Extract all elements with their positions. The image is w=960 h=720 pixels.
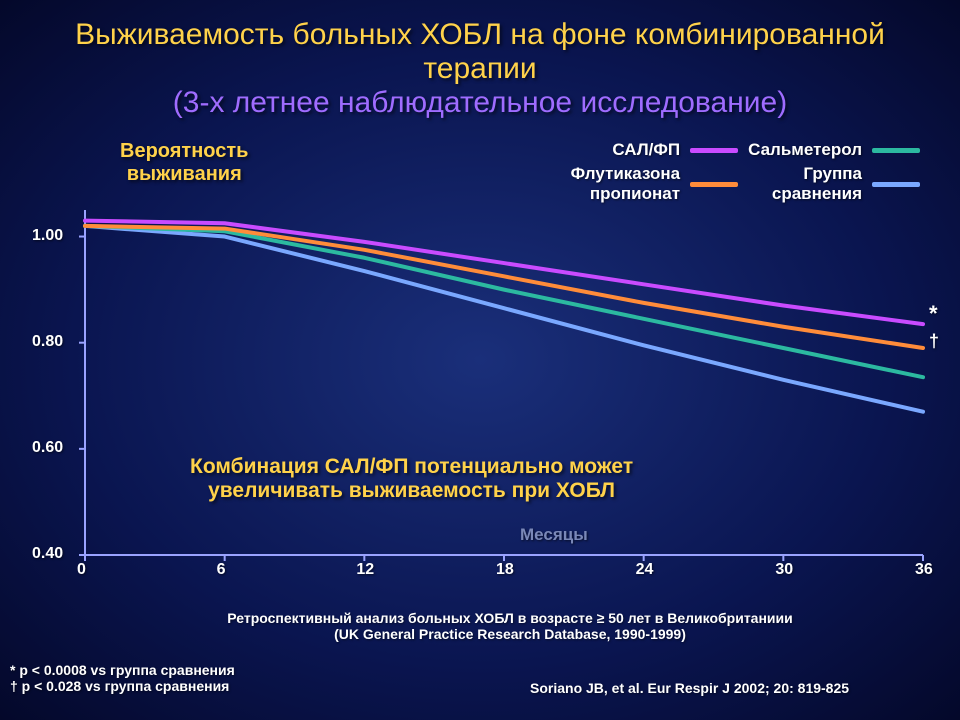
significance-mark: †: [929, 331, 939, 352]
x-tick-label: 24: [636, 561, 654, 579]
footnote-sig-line1: * p < 0.0008 vs группа сравнения: [10, 662, 235, 678]
legend-label: Группасравнения: [748, 164, 862, 204]
footnote-significance: * p < 0.0008 vs группа сравнения † p < 0…: [10, 662, 235, 694]
significance-mark: *: [929, 301, 938, 327]
y-tick-label: 0.40: [32, 545, 63, 563]
legend-label: Флутиказонапропионат: [571, 164, 680, 204]
y-axis-title-line2: выживания: [120, 163, 248, 186]
slide-title: Выживаемость больных ХОБЛ на фоне комбин…: [0, 0, 960, 126]
survival-chart: 0.400.600.801.00061218243036*†: [30, 210, 935, 580]
y-tick-label: 0.80: [32, 333, 63, 351]
x-tick-label: 0: [77, 561, 86, 579]
y-axis-title: Вероятность выживания: [120, 140, 248, 186]
annotation-line1: Комбинация САЛ/ФП потенциально может: [190, 455, 633, 479]
chart-svg: [30, 210, 935, 580]
x-tick-label: 36: [915, 561, 933, 579]
x-tick-label: 18: [496, 561, 514, 579]
legend-swatch: [690, 182, 738, 187]
x-axis-title: Месяцы: [520, 525, 588, 545]
title-line-2: (3-х летнее наблюдательное исследование): [40, 86, 920, 120]
annotation-line2: увеличивать выживаемость при ХОБЛ: [190, 479, 633, 503]
legend: САЛ/ФП Сальметерол Флутиказонапропионат Гру…: [571, 140, 920, 204]
legend-label: Сальметерол: [748, 140, 862, 160]
chart-annotation: Комбинация САЛ/ФП потенциально может уве…: [190, 455, 633, 503]
legend-swatch: [872, 182, 920, 187]
footnote-center-line2: (UK General Practice Research Database, …: [160, 626, 860, 642]
footnote-sig-line2: † p < 0.028 vs группа сравнения: [10, 678, 235, 694]
footnote-center-line1: Ретроспективный анализ больных ХОБЛ в во…: [160, 610, 860, 626]
footnote-citation: Soriano JB, et al. Eur Respir J 2002; 20…: [530, 680, 849, 696]
x-tick-label: 6: [217, 561, 226, 579]
x-tick-label: 30: [775, 561, 793, 579]
footnote-center: Ретроспективный анализ больных ХОБЛ в во…: [160, 610, 860, 642]
legend-label: САЛ/ФП: [571, 140, 680, 160]
legend-swatch: [690, 148, 738, 153]
y-tick-label: 1.00: [32, 227, 63, 245]
y-axis-title-line1: Вероятность: [120, 140, 248, 163]
x-tick-label: 12: [356, 561, 374, 579]
legend-swatch: [872, 148, 920, 153]
y-tick-label: 0.60: [32, 439, 63, 457]
title-line-1: Выживаемость больных ХОБЛ на фоне комбин…: [40, 18, 920, 86]
